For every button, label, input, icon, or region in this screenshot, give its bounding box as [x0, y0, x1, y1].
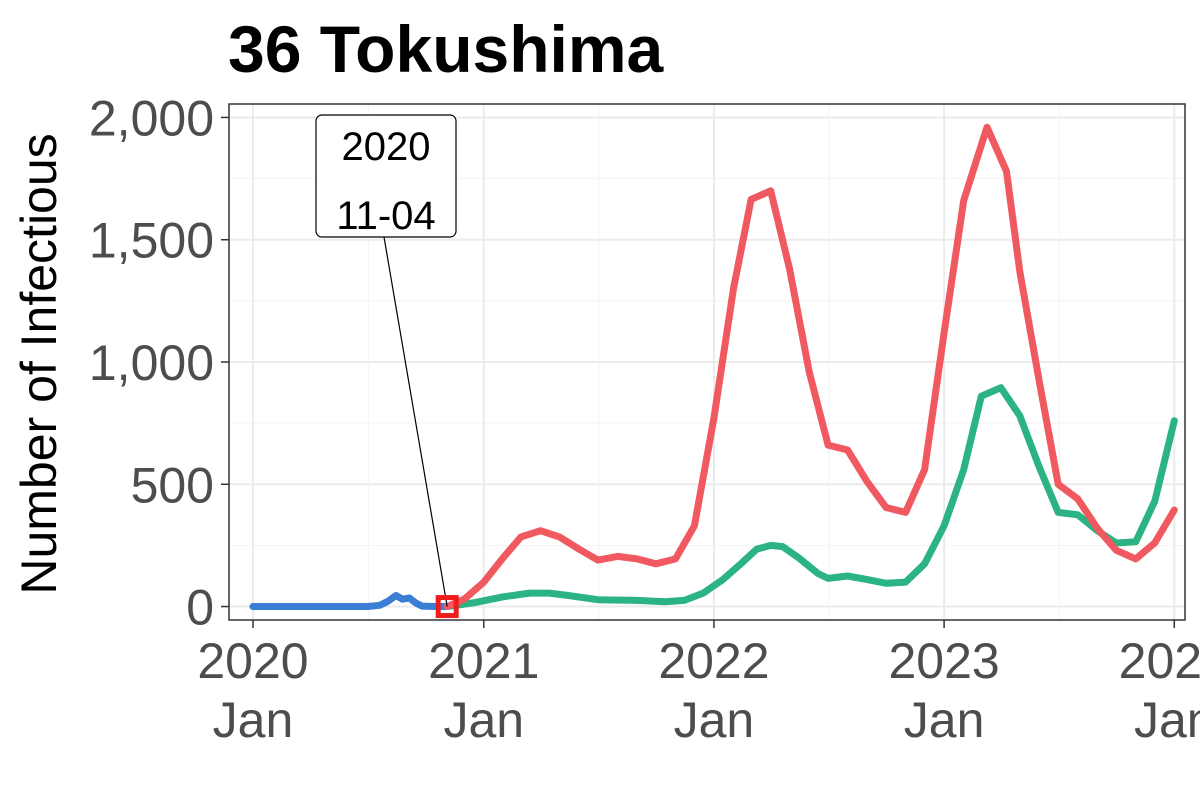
series-line-1 [249, 592, 451, 610]
y-axis-ticks: 0 500 1,000 1,500 2,000 [89, 90, 229, 636]
x-tick-label-month: Jan [904, 692, 985, 748]
y-tick-label: 500 [131, 457, 214, 513]
x-axis-ticks: 2020Jan2021Jan2022Jan2023Jan2024Jan [197, 620, 1200, 748]
series-lines [249, 123, 1178, 610]
x-tick-label-month: Jan [674, 692, 755, 748]
x-tick-label-month: Jan [213, 692, 294, 748]
y-axis-label: Number of Infectious [11, 133, 67, 594]
x-tick-label-month: Jan [443, 692, 524, 748]
annotation-label-date: 11-04 [336, 194, 435, 238]
x-tick-label-year: 2022 [658, 633, 769, 689]
y-tick-label: 1,500 [89, 213, 214, 269]
x-tick-label-month: Jan [1134, 692, 1200, 748]
annotation: 2020 11-04 [315, 114, 459, 619]
x-tick-label-year: 2024 [1119, 633, 1200, 689]
annotation-label-box [315, 114, 457, 238]
series-line-2 [443, 384, 1178, 610]
annotation-label-year: 2020 [342, 125, 431, 169]
y-tick-label: 2,000 [89, 90, 214, 146]
annotation-leader-line [383, 236, 448, 607]
x-tick-label-year: 2021 [428, 633, 539, 689]
x-tick-label-year: 2023 [888, 633, 999, 689]
y-tick-label: 0 [186, 580, 214, 636]
series-line-3 [443, 123, 1178, 610]
annotation-point-marker [435, 595, 459, 619]
chart-title: 36 Tokushima [228, 12, 665, 86]
y-tick-label: 1,000 [89, 335, 214, 391]
x-tick-label-year: 2020 [197, 633, 308, 689]
